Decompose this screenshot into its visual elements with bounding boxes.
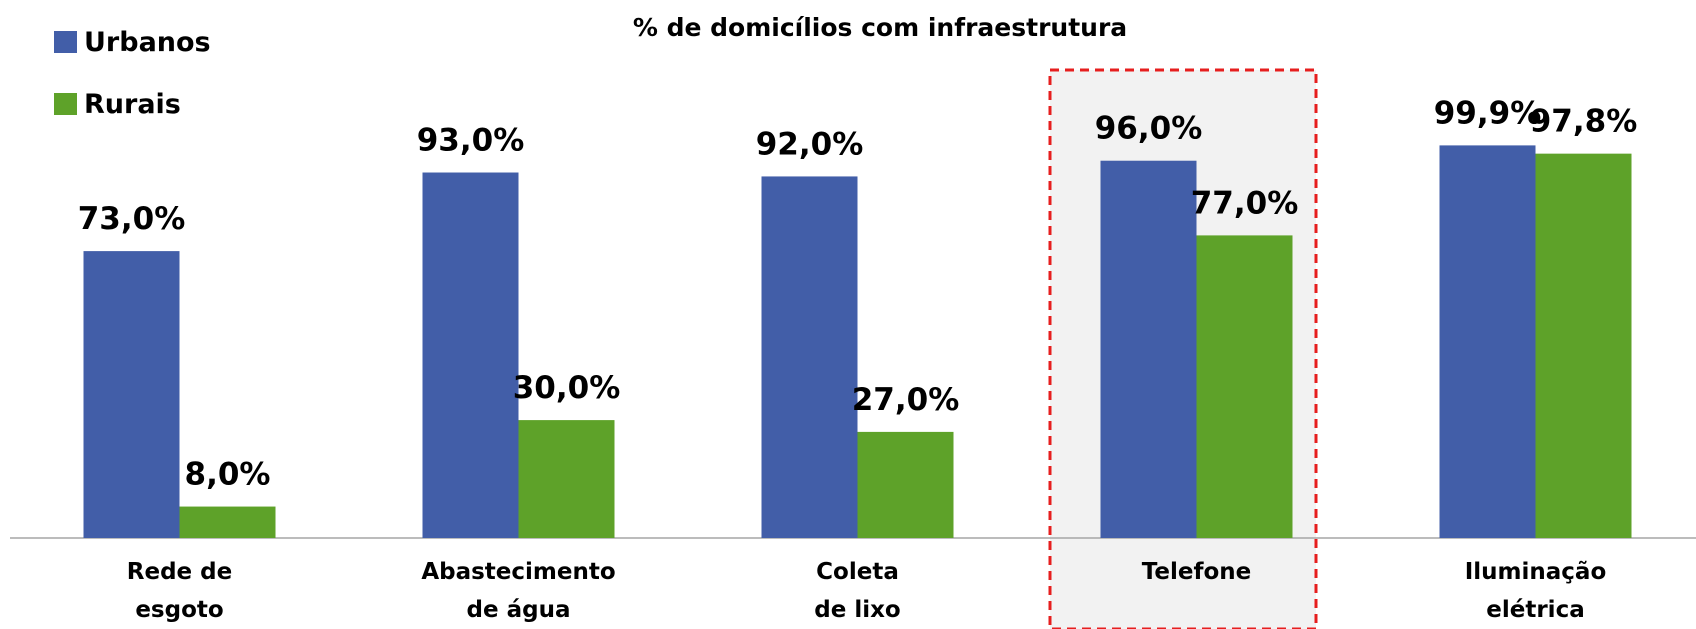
x-tick-label: Telefone xyxy=(1141,559,1252,585)
bar xyxy=(1100,160,1197,538)
value-label: 30,0% xyxy=(513,370,621,406)
x-tick-label: Rede de esgoto xyxy=(126,559,233,623)
legend-label: Urbanos xyxy=(84,27,211,58)
bar xyxy=(1535,153,1632,538)
value-label: 27,0% xyxy=(852,382,960,418)
legend-swatch xyxy=(54,31,77,53)
bar xyxy=(518,420,615,538)
value-label: 97,8% xyxy=(1530,104,1638,140)
x-tick-label: Coleta de lixo xyxy=(814,559,901,623)
bar xyxy=(857,431,954,538)
bar xyxy=(83,251,180,539)
value-label: 92,0% xyxy=(756,126,864,162)
bar xyxy=(761,176,858,538)
x-tick-label: Iluminação elétrica xyxy=(1464,559,1607,623)
value-label: 99,9% xyxy=(1434,95,1542,131)
value-label: 96,0% xyxy=(1095,111,1203,147)
bar xyxy=(179,506,276,538)
value-label: 77,0% xyxy=(1191,185,1299,221)
bar xyxy=(1196,235,1293,538)
bar xyxy=(1439,145,1536,538)
value-label: 8,0% xyxy=(185,457,271,493)
bar xyxy=(422,172,519,538)
x-tick-label: Abastecimento de água xyxy=(421,559,616,623)
legend-label: Rurais xyxy=(84,89,181,120)
chart-title: % de domicílios com infraestrutura xyxy=(633,13,1127,42)
legend-swatch xyxy=(54,93,77,115)
value-label: 93,0% xyxy=(417,123,525,159)
value-label: 73,0% xyxy=(78,201,186,237)
